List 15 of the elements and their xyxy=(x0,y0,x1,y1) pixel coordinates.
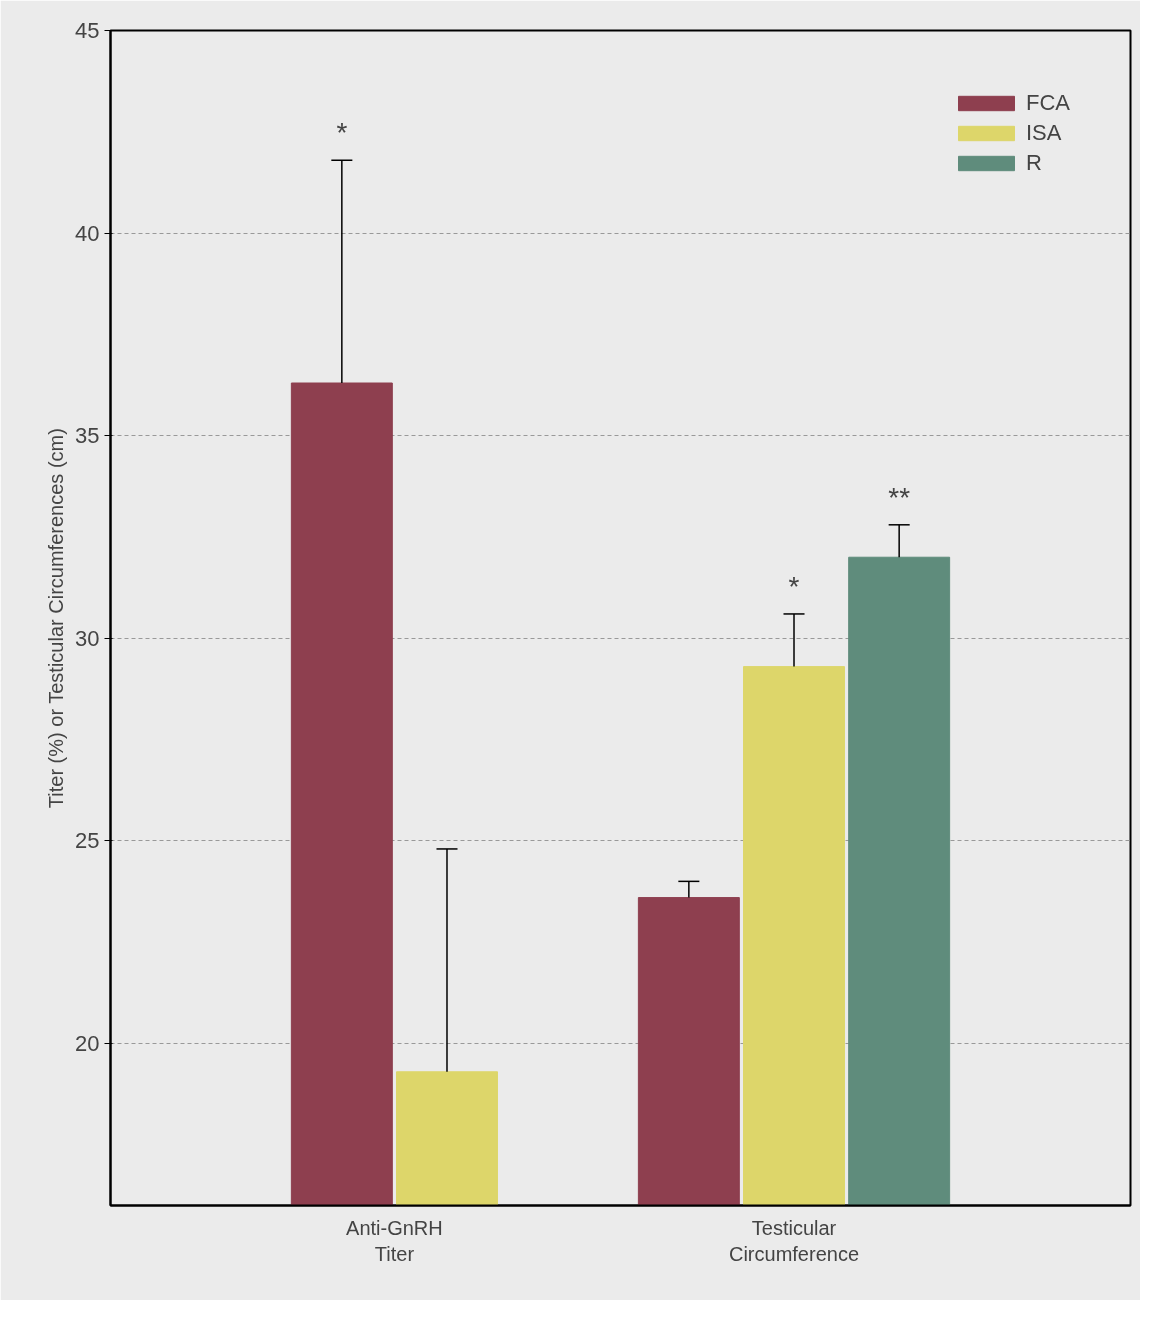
legend-label: R xyxy=(1026,150,1043,176)
legend-label: ISA xyxy=(1026,120,1062,146)
y-tick-label: 20 xyxy=(75,1030,100,1056)
y-tick-label: 45 xyxy=(75,18,100,43)
annotation: * xyxy=(336,117,348,148)
annotation: * xyxy=(788,570,800,602)
y-tick-label: 25 xyxy=(75,828,100,854)
legend-label: FCA xyxy=(1026,90,1070,116)
y-tick-label: 35 xyxy=(75,423,100,449)
y-tick-label: 30 xyxy=(75,625,100,651)
x-tick-label: Testicular Circumference xyxy=(728,1216,860,1265)
y-tick-label: 40 xyxy=(75,220,100,246)
y-axis-title: Titer (%) or Testicular Circumferences (cm) xyxy=(45,428,68,809)
x-tick-label: Anti-GnRH Titer xyxy=(346,1216,443,1265)
annotation: ** xyxy=(888,481,911,513)
